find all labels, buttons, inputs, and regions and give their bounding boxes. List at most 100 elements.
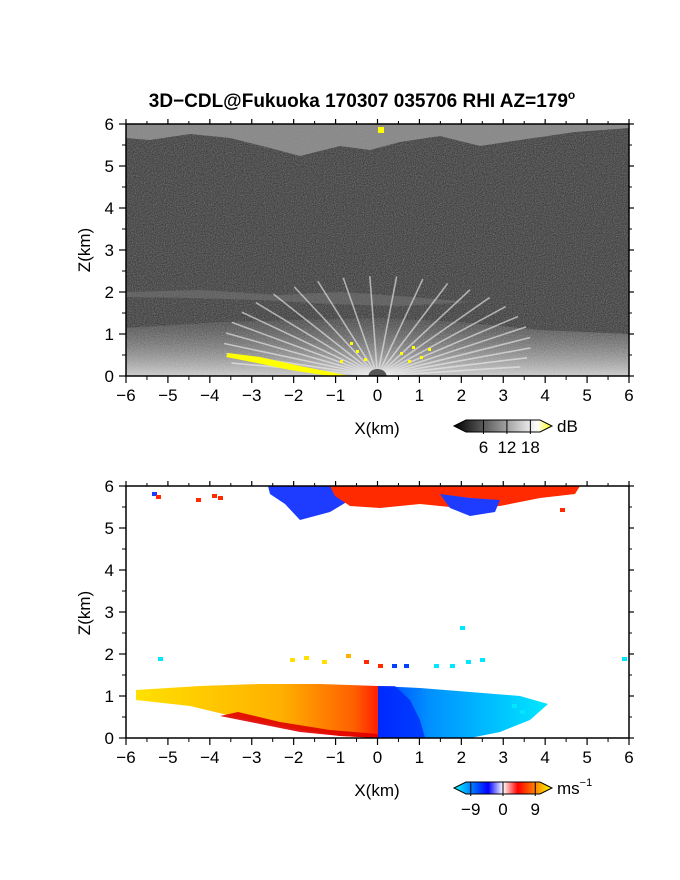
scattered-velocity-pixels [138,492,627,714]
y-tick-label: 2 [105,645,114,664]
velocity-pixel [304,656,309,660]
speckle [420,356,423,359]
beam-ray [369,276,379,376]
x-tick-label: 1 [415,748,424,767]
beam-ray [377,296,491,376]
velocity-pixel [480,658,485,662]
reflectivity-xlabel: X(km) [354,419,399,438]
velocity-pixel [378,664,383,668]
speckle [340,360,343,363]
velocity-pixel [450,664,455,668]
speckle [364,358,367,361]
speckle [412,346,415,349]
x-tick-label: −6 [116,748,135,767]
colorbar-tick-label: 9 [531,800,540,819]
reflectivity-colorbar-unit: dB [557,417,578,436]
x-tick-label: 0 [373,386,382,405]
beam-ray [317,280,379,376]
speckle [356,350,359,353]
velocity-pixel [520,710,525,714]
velocity-pixel [622,657,627,661]
beam-ray [377,356,528,376]
y-tick-label: 4 [105,199,114,218]
reflectivity-field [126,124,629,376]
velocity-pixel [290,658,295,662]
reflectivity-colorbar: 6 12 18 dB [452,417,578,457]
near-range-speckles [340,342,431,363]
velocity-pixel [212,494,217,498]
x-tick-label: 4 [540,386,549,405]
velocity-pixel [404,664,409,668]
speckle [408,360,411,363]
velocity-xlabel: X(km) [354,781,399,800]
y-tick-label: 3 [105,603,114,622]
ground-clutter [226,353,350,376]
x-tick-label: 3 [499,386,508,405]
speckle [350,342,353,345]
velocity-pixel [512,704,517,708]
y-tick-label: 3 [105,241,114,260]
velocity-pixel [322,660,327,664]
beam-ray [377,336,531,376]
velocity-pixel [158,657,163,661]
beam-ray [241,311,378,376]
colorbar-tick-label: 18 [521,438,540,457]
x-tick-label: −4 [200,748,219,767]
velocity-pixel [218,496,223,500]
velocity-pixel [460,626,465,630]
y-tick-label: 0 [105,729,114,748]
speckle [428,348,431,351]
velocity-pixel [196,498,201,502]
y-tick-label: 6 [105,477,114,496]
x-tick-label: −2 [284,748,303,767]
velocity-colorbar-unit: ms−1 [557,777,592,798]
radar-site [368,369,387,376]
figure-title: 3D−CDL@Fukuoka 170307 035706 RHI AZ=179o [149,88,576,112]
y-tick-label: 4 [105,561,114,580]
y-tick-label: 1 [105,325,114,344]
velocity-colorbar-unit-sup: −1 [580,777,593,789]
velocity-pixel [152,492,157,496]
velocity-ylabel: Z(km) [75,591,94,635]
beam-ray [223,342,378,376]
velocity-colorbar: −9 0 9 ms−1 [452,777,592,819]
velocity-pixel [364,660,369,664]
beam-ray [293,286,379,376]
velocity-pixel [346,654,351,658]
y-tick-label: 5 [105,157,114,176]
x-tick-label: −1 [326,386,345,405]
positive-velocity-lower-edge [220,712,378,738]
x-tick-label: −1 [326,748,345,767]
y-tick-label: 1 [105,687,114,706]
y-tick-label: 0 [105,367,114,386]
x-tick-label: 2 [457,386,466,405]
positive-velocity-region [136,684,378,738]
x-tick-label: −3 [242,386,261,405]
x-tick-label: −5 [158,748,177,767]
x-tick-label: −3 [242,748,261,767]
velocity-pixel [560,508,565,512]
x-tick-label: 0 [373,748,382,767]
velocity-pixel [146,692,151,696]
title-degree-sup: o [568,88,575,102]
reflectivity-axes: −6 −5 −4 −3 −2 −1 0 1 2 3 4 5 6 0 1 2 3 4 5 6 [105,115,634,405]
velocity-pixel [392,664,397,668]
colorbar-tick-label: −9 [461,800,480,819]
x-tick-label: 5 [582,748,591,767]
y-tick-label: 6 [105,115,114,134]
x-tick-label: 6 [624,386,633,405]
beam-ray [225,332,378,376]
colorbar-tick-label: 6 [479,438,488,457]
beam-ray [376,289,471,376]
beam-ray [377,326,527,376]
negative-velocity-core [378,686,425,738]
reflectivity-ylabel: Z(km) [75,228,94,272]
velocity-pixel [156,495,161,499]
cloud-top-speck [378,127,384,133]
x-tick-label: 6 [624,748,633,767]
y-tick-label: 2 [105,283,114,302]
velocity-pixel [138,696,143,700]
reflectivity-colorbar-ticks: 6 12 18 [479,420,540,457]
